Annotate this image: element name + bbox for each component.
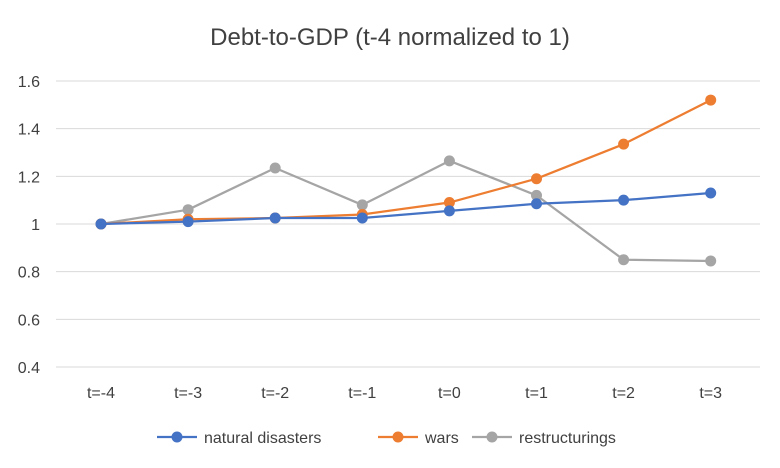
x-tick-label: t=-1 [348,385,376,402]
x-tick-label: t=3 [699,385,722,402]
y-tick-label: 0.8 [18,265,40,282]
data-point [356,199,368,211]
data-point [356,212,368,224]
legend-swatch-marker [171,431,183,443]
data-point [618,194,630,206]
data-point [443,197,455,209]
data-point [705,94,717,106]
data-point [95,218,107,230]
x-tick-label: t=-3 [174,385,202,402]
legend-label: natural disasters [204,430,321,447]
data-point [531,173,542,185]
y-tick-label: 1.6 [18,74,40,91]
data-point [618,254,630,266]
data-point [182,216,194,228]
legend-item: restructurings [472,430,616,447]
series-lines [95,94,717,267]
y-axis-tick-labels: 0.4 0.6 0.8 1 1.2 1.4 1.6 [18,74,40,377]
legend-label: wars [424,430,459,447]
x-tick-label: t=2 [612,385,635,402]
series-natural-disasters [95,187,717,230]
data-point [443,155,455,167]
legend-label: restructurings [519,430,616,447]
legend: natural disasters wars restructurings [157,430,616,447]
legend-swatch-marker [486,431,498,443]
legend-item: natural disasters [157,430,321,447]
series-line [99,191,712,226]
data-point [705,255,717,267]
x-tick-label: t=-4 [87,385,115,402]
data-point [531,189,542,201]
data-point [531,198,542,210]
legend-swatch-marker [392,431,404,443]
legend-item: wars [378,430,459,447]
data-point [269,212,281,224]
chart-title: Debt-to-GDP (t-4 normalized to 1) [210,24,570,51]
x-tick-label: t=-2 [261,385,289,402]
gridlines [56,80,760,368]
data-point [705,187,717,199]
data-point [269,162,281,174]
y-tick-label: 0.4 [18,360,40,377]
y-tick-label: 0.6 [18,312,40,329]
series-line [99,98,712,226]
x-axis-tick-labels: t=-4 t=-3 t=-2 t=-1 t=0 t=1 t=2 t=3 [87,385,722,402]
y-tick-label: 1.2 [18,169,40,186]
data-point [182,204,194,216]
y-tick-label: 1 [31,217,40,234]
series-line [99,159,712,263]
data-point [443,205,455,217]
y-tick-label: 1.4 [18,122,40,139]
x-tick-label: t=1 [525,385,548,402]
x-tick-label: t=0 [438,385,461,402]
series-restructurings [95,155,717,267]
data-point [618,138,630,150]
